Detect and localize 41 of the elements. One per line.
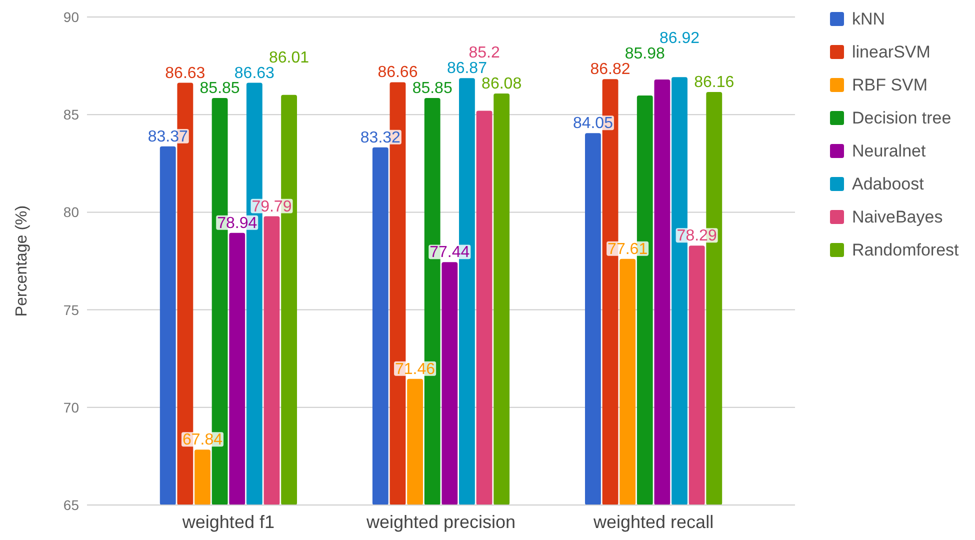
data-label: 83.37 [148,128,188,146]
data-label: 71.46 [395,360,436,378]
x-tick-label: weighted recall [592,512,714,532]
data-label: 85.85 [412,80,452,98]
legend-label: RBF SVM [852,76,928,94]
y-tick-label: 80 [63,204,80,220]
data-label: 77.44 [430,244,470,262]
data-label: 86.63 [234,64,275,82]
data-label: 84.05 [572,115,614,132]
y-tick-label: 85 [63,106,80,123]
legend-label: Adaboost [852,174,924,194]
data-label: 85.2 [468,44,500,62]
data-label: 67.84 [182,432,223,449]
data-label: 86.82 [590,61,630,78]
data-label: 86.08 [482,76,522,93]
y-tick-label: 75 [63,302,80,318]
y-tick-label: 65 [63,497,80,513]
data-label: 79.79 [252,198,292,216]
legend-label: Randomforest [852,240,960,260]
data-label: 86.87 [446,60,488,78]
y-tick-label: 70 [63,399,80,416]
x-tick-label: weighted precision [365,512,516,532]
data-label: 86.63 [165,64,206,82]
data-label: 86.92 [659,30,700,48]
x-tick-label: weighted f1 [181,512,274,532]
data-label: 78.29 [676,228,717,245]
legend-label: NaiveBayes [852,208,943,226]
legend-label: Decision tree [852,108,952,128]
data-label: 85.85 [200,80,240,98]
data-label: 86.66 [378,64,418,82]
y-tick-label: 90 [63,9,80,25]
data-label: 85.98 [624,46,666,63]
legend-label: Neuralnet [852,142,926,160]
legend-label: kNN [852,10,886,28]
data-label: 83.32 [360,129,401,146]
data-label: 86.16 [694,74,734,91]
data-label: 77.61 [608,240,648,258]
legend-label: linearSVM [852,42,930,62]
data-label: 86.01 [269,49,310,66]
y-axis-title: Percentage (%) [14,205,30,317]
data-label: 78.94 [217,214,258,232]
